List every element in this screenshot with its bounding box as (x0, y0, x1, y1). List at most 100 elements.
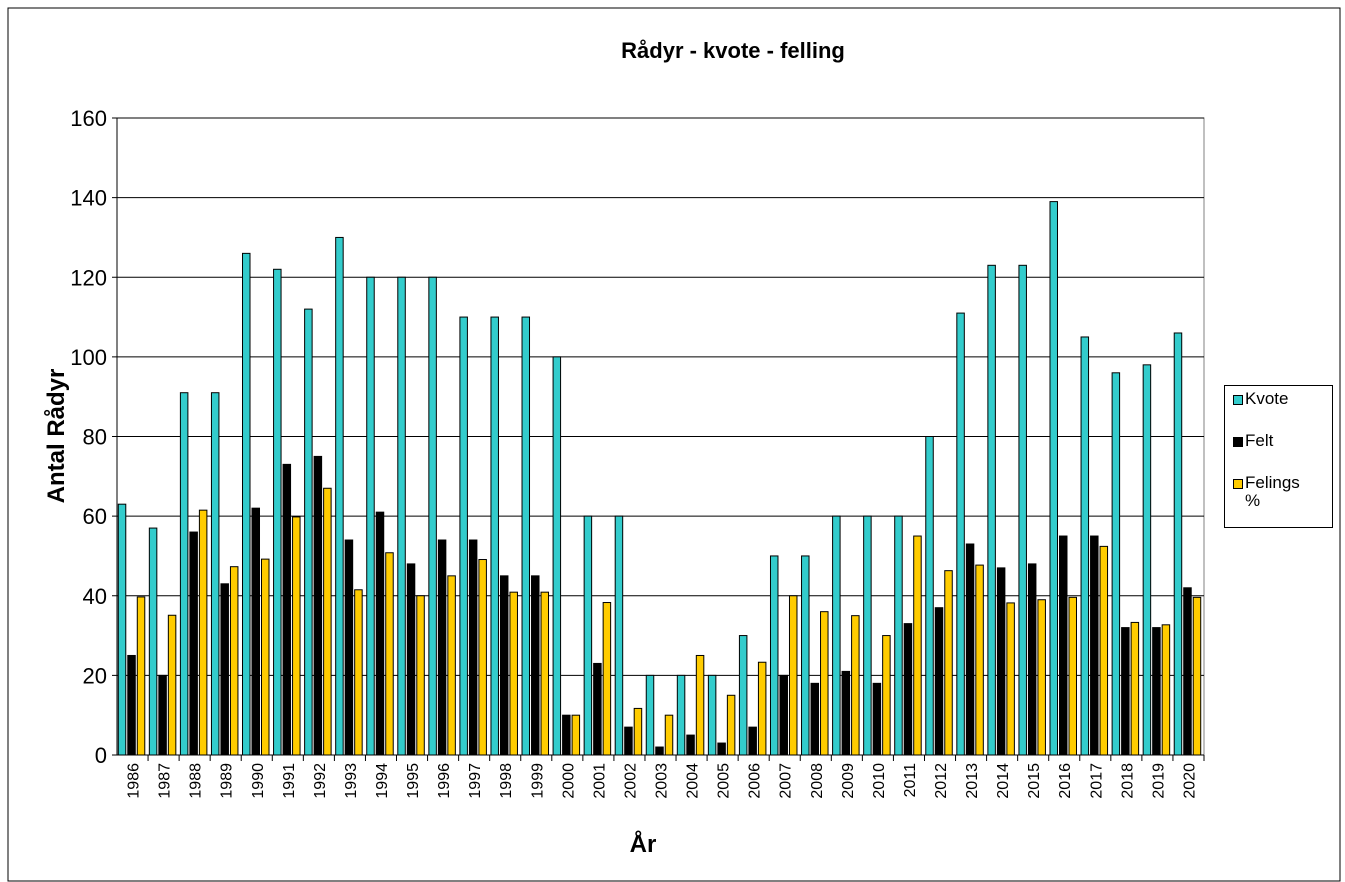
bar (344, 539, 354, 756)
x-tick-label: 2001 (591, 763, 608, 799)
bar (282, 463, 292, 756)
legend: Kvote Felt Felings % (1224, 385, 1333, 528)
legend-item: Felt (1233, 432, 1329, 450)
x-tick-label: 2012 (933, 763, 950, 799)
bar (996, 567, 1006, 756)
bar (1142, 364, 1152, 756)
bar (220, 583, 229, 756)
y-tick-label: 80 (83, 425, 107, 450)
y-tick-label: 20 (83, 663, 107, 688)
bar (872, 682, 882, 756)
bar (583, 515, 593, 756)
x-tick-label: 1994 (374, 763, 391, 799)
bar (1130, 621, 1140, 756)
bar (1027, 563, 1037, 756)
bar (1049, 201, 1058, 756)
bar (882, 635, 891, 756)
bar (633, 707, 643, 756)
legend-swatch (1233, 479, 1243, 489)
bar (397, 276, 406, 756)
x-tick-label: 1997 (467, 763, 484, 799)
bar (354, 589, 363, 756)
bar (375, 511, 385, 756)
bar (851, 615, 860, 756)
bar (602, 602, 612, 756)
x-tick-label: 1996 (436, 763, 453, 799)
bar (717, 742, 726, 756)
bar (229, 566, 239, 756)
bar (676, 674, 686, 756)
bar (540, 591, 550, 756)
bar (757, 661, 767, 756)
x-tick-label: 2018 (1119, 763, 1136, 799)
bar (934, 607, 944, 756)
bar (335, 236, 344, 756)
x-tick-label: 1990 (250, 763, 267, 799)
bar (944, 570, 953, 756)
x-axis-title: År (630, 830, 657, 858)
x-tick-label: 1991 (281, 763, 298, 799)
bar (167, 614, 177, 756)
bar (366, 276, 375, 756)
bar (1183, 587, 1192, 756)
bar (1152, 627, 1161, 756)
x-tick-label: 1998 (498, 763, 515, 799)
x-tick-label: 1986 (126, 763, 143, 799)
bar (913, 535, 922, 756)
x-tick-label: 2009 (840, 763, 857, 799)
x-tick-label: 2010 (871, 763, 888, 799)
bar (428, 276, 437, 756)
bar (769, 555, 779, 756)
bar (832, 515, 841, 756)
bar (925, 436, 934, 756)
bar (1121, 627, 1130, 756)
y-tick-label: 100 (70, 345, 107, 370)
x-tick-label: 1995 (405, 763, 422, 799)
bar (1090, 535, 1099, 756)
bar (210, 392, 220, 756)
legend-swatch (1233, 395, 1243, 405)
bar (459, 316, 468, 756)
bar (179, 392, 189, 756)
bar (148, 527, 158, 756)
y-tick-label: 120 (70, 265, 107, 290)
bar (788, 595, 798, 756)
bar (416, 595, 425, 756)
x-tick-label: 2004 (685, 763, 702, 799)
legend-label: Felings % (1245, 473, 1300, 510)
bar (956, 312, 965, 756)
bar (323, 487, 332, 756)
bar (1058, 535, 1068, 756)
bar (117, 503, 127, 756)
bar (1068, 596, 1077, 756)
bar (1173, 332, 1183, 756)
bar (468, 539, 478, 756)
x-tick-label: 2017 (1088, 763, 1105, 799)
legend-label: Felt (1245, 431, 1274, 450)
bar (242, 252, 251, 756)
x-tick-label: 2015 (1026, 763, 1043, 799)
legend-swatch (1233, 437, 1243, 447)
bar (313, 455, 323, 756)
chart-title: Rådyr - kvote - felling (621, 38, 845, 63)
x-tick-label: 2005 (716, 763, 733, 799)
bar (385, 552, 394, 756)
bar (624, 726, 633, 756)
bar (562, 714, 571, 756)
bar (1192, 596, 1202, 756)
x-tick-label: 2020 (1181, 763, 1198, 799)
bar (987, 264, 996, 756)
y-tick-label: 40 (83, 584, 107, 609)
x-tick-label: 2008 (809, 763, 826, 799)
bar (273, 268, 282, 756)
bar (1018, 264, 1027, 756)
bar (975, 564, 984, 756)
bar (1099, 545, 1109, 756)
bar (531, 575, 540, 756)
bar (478, 559, 487, 756)
bar (189, 531, 198, 756)
legend-label: Kvote (1245, 389, 1289, 408)
bar (406, 563, 416, 756)
y-tick-label: 0 (95, 743, 107, 768)
